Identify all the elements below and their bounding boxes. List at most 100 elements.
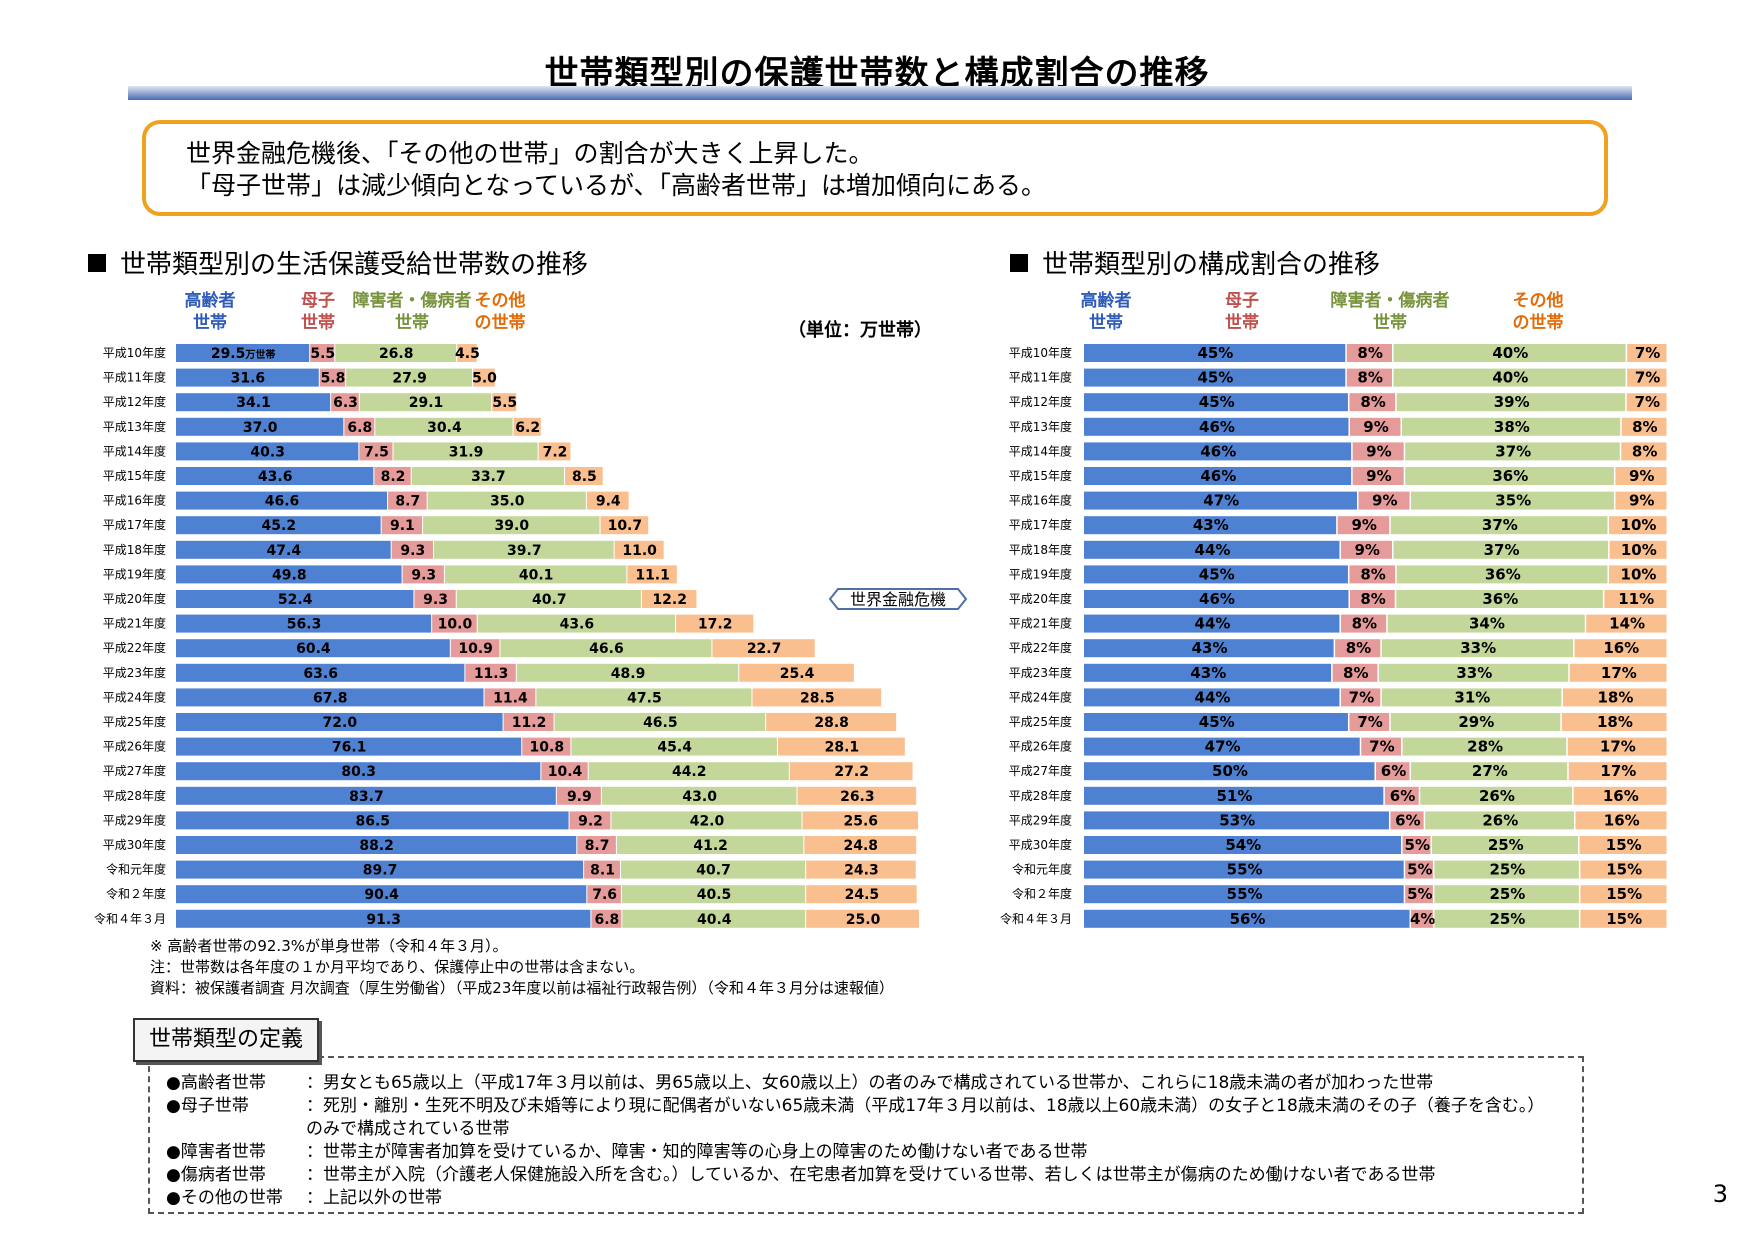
bar-segment-single_mother	[391, 540, 433, 559]
legend-label-other: の世帯	[1513, 312, 1564, 333]
bar-segment-disabled_sick	[1411, 762, 1568, 781]
data-label: 10.9	[458, 641, 493, 657]
note-source: 資料：被保護者調査 月次調査（厚生労働省）（平成23年度以前は福祉行政報告例）（…	[150, 979, 894, 997]
bar-segment-other	[1621, 442, 1667, 461]
bar-segment-disabled_sick	[1434, 860, 1579, 879]
category-label: 平成19年度	[103, 566, 166, 581]
bar-segment-single_mother	[381, 516, 423, 535]
data-label: 4%	[1410, 910, 1435, 928]
bar-segment-single_mother	[484, 688, 536, 707]
data-label: 28%	[1467, 738, 1503, 756]
data-label: 39.0	[495, 518, 530, 534]
bar-segment-disabled_sick	[1393, 344, 1626, 362]
category-label: 令和２年度	[1012, 886, 1072, 901]
data-label: 24.5	[845, 887, 880, 903]
bar-segment-elderly	[176, 344, 310, 362]
bar-segment-single_mother	[587, 885, 621, 904]
bar-segment-elderly	[1084, 540, 1340, 559]
bar-segment-elderly	[1084, 836, 1402, 854]
bar-segment-single_mother	[1335, 639, 1381, 658]
bar-segment-elderly	[1084, 590, 1349, 608]
bar-segment-elderly	[1084, 811, 1389, 830]
data-label: 9%	[1355, 541, 1380, 559]
data-label: 55%	[1227, 885, 1263, 903]
bar-segment-other	[777, 737, 905, 756]
data-label: 5%	[1407, 885, 1432, 903]
bar-segment-other	[1604, 590, 1667, 608]
bar-segment-single_mother	[1349, 713, 1390, 731]
definition-term: ●その他の世帯	[166, 1188, 283, 1208]
bar-segment-elderly	[1084, 762, 1375, 781]
bar-segment-single_mother	[522, 737, 571, 756]
data-label: 6.3	[333, 395, 358, 411]
data-label: 40.5	[697, 887, 732, 903]
data-label: 8%	[1360, 590, 1385, 608]
bar-segment-disabled_sick	[375, 417, 513, 436]
bar-segment-other	[641, 590, 697, 608]
data-label: 8.2	[381, 469, 406, 485]
bar-segment-elderly	[176, 639, 450, 658]
bar-segment-disabled_sick	[423, 516, 600, 535]
data-label: 6.2	[515, 420, 540, 436]
definition-desc: ：世帯主が入院（介護老人保健施設入所を含む。）しているか、在宅患者加算を受けてい…	[306, 1165, 1436, 1185]
bar-segment-single_mother	[402, 565, 444, 584]
data-label: 51%	[1216, 787, 1252, 805]
bar-segment-single_mother	[1332, 663, 1378, 682]
data-label: 38%	[1494, 418, 1530, 436]
bar-segment-single_mother	[1349, 565, 1396, 584]
bar-segment-disabled_sick	[1393, 540, 1609, 559]
bar-segment-disabled_sick	[1387, 614, 1585, 633]
square-bullet-icon	[1010, 254, 1028, 272]
data-label: 47.4	[267, 543, 302, 559]
category-label: 平成11年度	[103, 370, 166, 385]
data-label: 4.5	[455, 346, 480, 362]
bar-segment-other	[538, 442, 571, 461]
legend-label-elderly: 高齢者	[185, 290, 236, 311]
data-label: 33%	[1460, 639, 1496, 657]
category-label: 平成18年度	[1009, 542, 1072, 557]
bar-segment-other	[676, 614, 754, 633]
data-label: 31%	[1454, 688, 1490, 706]
bar-segment-disabled_sick	[1405, 442, 1620, 461]
data-label: 6%	[1390, 787, 1415, 805]
legend-label-elderly: 高齢者	[1081, 290, 1132, 311]
bar-segment-elderly	[1084, 860, 1404, 879]
bar-segment-single_mother	[569, 811, 611, 830]
data-label: 10.0	[438, 617, 473, 633]
data-label: 5%	[1405, 836, 1430, 854]
callout-line-1: 世界金融危機後、「その他の世帯」の割合が大きく上昇した。	[186, 139, 874, 168]
data-label: 46%	[1199, 418, 1235, 436]
bar-segment-disabled_sick	[1402, 737, 1567, 756]
bar-segment-single_mother	[1340, 688, 1381, 707]
bar-segment-elderly	[1084, 393, 1348, 412]
bar-segment-other	[1568, 762, 1667, 781]
bar-segment-elderly	[176, 688, 484, 707]
category-label: 平成23年度	[103, 665, 166, 680]
bar-segment-single_mother	[591, 909, 622, 928]
bar-segment-elderly	[176, 442, 359, 461]
data-label: 9.3	[411, 567, 436, 583]
category-label: 平成17年度	[1009, 517, 1072, 532]
data-label: 8%	[1352, 615, 1377, 633]
data-label: 45.2	[262, 518, 297, 534]
bar-segment-elderly	[1084, 786, 1384, 805]
bar-segment-single_mother	[310, 344, 335, 362]
left-chart-heading: 世帯類型別の生活保護受給世帯数の推移	[88, 244, 588, 281]
bar-segment-elderly	[1084, 368, 1346, 387]
unit-label: （単位：万世帯）	[788, 319, 932, 341]
data-label: 9.3	[400, 543, 425, 559]
page-number: 3	[1712, 1180, 1728, 1208]
data-label: 90.4	[364, 887, 399, 903]
bar-segment-disabled_sick	[601, 786, 797, 805]
data-label: 47%	[1205, 738, 1241, 756]
bar-segment-elderly	[176, 860, 584, 879]
data-label: 15%	[1606, 885, 1642, 903]
category-label: 平成24年度	[103, 689, 166, 704]
bar-segment-disabled_sick	[427, 491, 586, 510]
bar-segment-single_mother	[465, 663, 516, 682]
data-label: 7%	[1369, 738, 1394, 756]
bar-segment-other	[712, 639, 815, 658]
bar-segment-other	[1567, 737, 1667, 756]
bar-segment-disabled_sick	[433, 540, 614, 559]
bar-segment-single_mother	[1346, 368, 1393, 387]
